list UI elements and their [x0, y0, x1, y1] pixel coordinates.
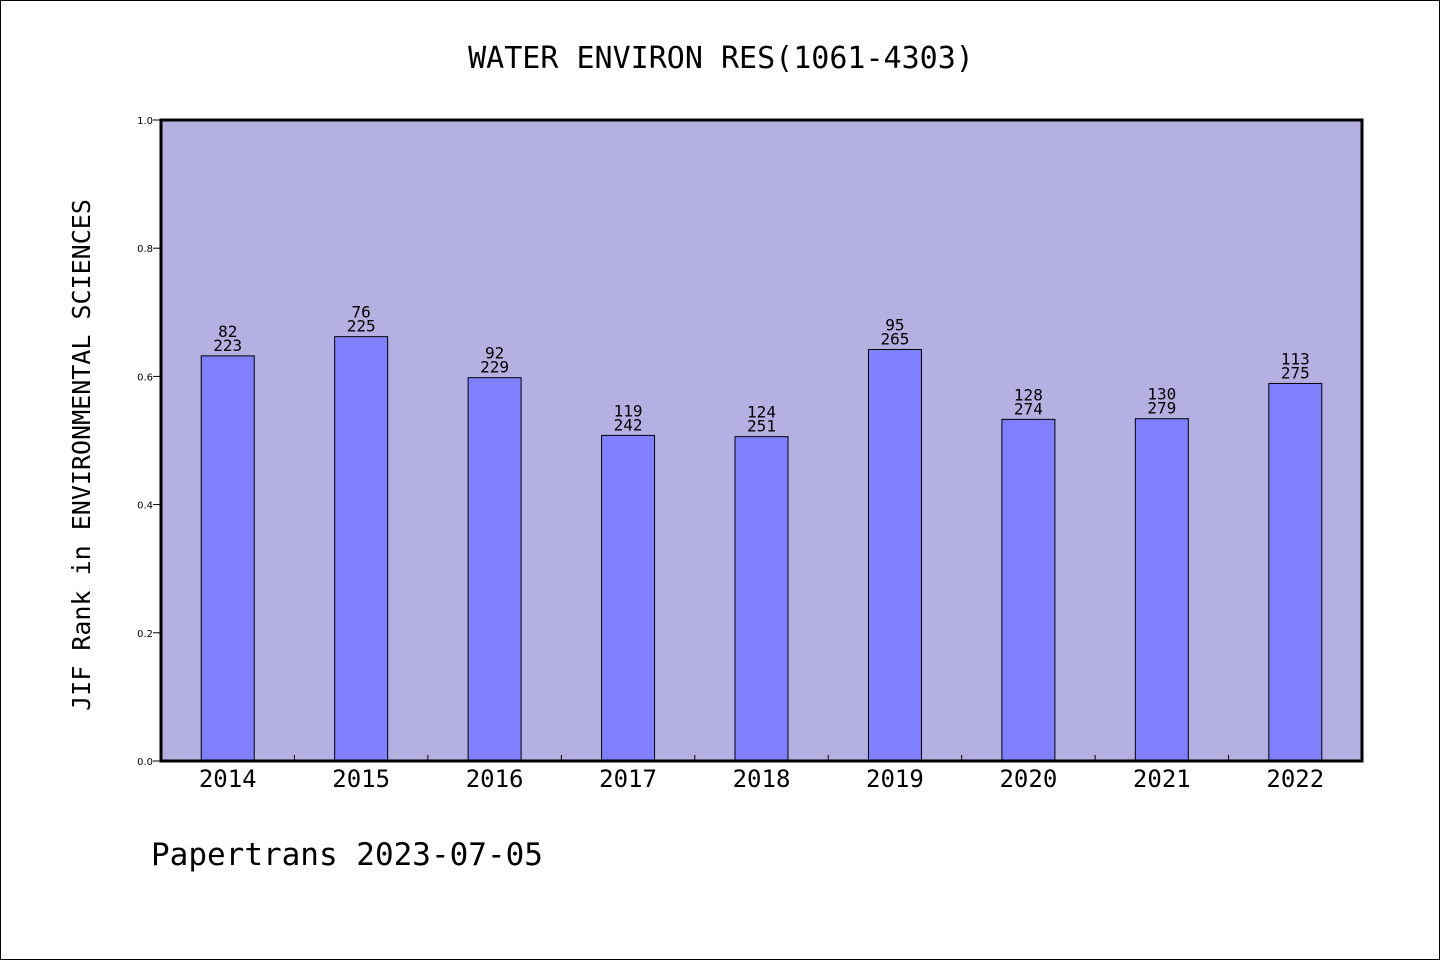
bar-2014: [200, 355, 255, 762]
bar-2022: [1268, 382, 1323, 762]
y-tick-label: 0.2: [137, 629, 153, 640]
x-tick-label: 2014: [199, 765, 257, 793]
y-axis-label: JIF Rank in ENVIRONMENTAL SCIENCES: [67, 199, 96, 711]
bar-rank-label: 124: [747, 403, 776, 422]
bar-total-label: 223: [213, 336, 242, 355]
bar-rank-label: 113: [1281, 349, 1310, 368]
bar-2019: [867, 348, 922, 762]
x-tick-label: 2021: [1133, 765, 1191, 793]
bar-rank-label: 95: [885, 315, 904, 334]
bar-rank-label: 76: [352, 303, 371, 322]
y-axis: 0.0 0.2 0.4 0.6 0.8 1.0: [137, 116, 161, 768]
bar-2020: [1001, 418, 1056, 762]
bar-rank-label: 128: [1014, 385, 1043, 404]
bar-2018: [734, 436, 789, 762]
bars-layer: [200, 336, 1323, 762]
y-tick-label: 0.0: [137, 757, 153, 768]
bar-rank-label: 92: [485, 344, 504, 363]
footer-watermark: Papertrans 2023-07-05: [151, 837, 543, 873]
bar-2017: [601, 434, 656, 762]
x-tick-label: 2016: [466, 765, 524, 793]
bar-rank-label: 82: [218, 322, 237, 341]
x-tick-label: 2017: [599, 765, 657, 793]
x-tick-label: 2020: [999, 765, 1057, 793]
x-tick-label: 2022: [1266, 765, 1324, 793]
bar-total-label: 251: [747, 417, 776, 436]
bar-2021: [1134, 418, 1189, 762]
bar-2016: [467, 377, 522, 762]
bar-total-label: 225: [347, 317, 376, 336]
y-tick-label: 0.4: [137, 501, 153, 512]
bar-total-label: 265: [880, 329, 909, 348]
bar-rank-label: 130: [1147, 385, 1176, 404]
x-tick-label: 2019: [866, 765, 924, 793]
y-tick-label: 0.8: [137, 244, 153, 255]
y-tick-label: 1.0: [137, 116, 153, 127]
bar-total-label: 274: [1014, 399, 1043, 418]
bar-2015: [334, 336, 389, 762]
y-tick-label: 0.6: [137, 372, 153, 383]
bar-total-label: 242: [614, 415, 643, 434]
bar-total-label: 279: [1147, 399, 1176, 418]
x-tick-label: 2015: [332, 765, 390, 793]
chart-title: WATER ENVIRON RES(1061-4303): [468, 41, 974, 76]
x-tick-label: 2018: [733, 765, 791, 793]
x-axis: 2014 2015 2016 2017 2018 2019 2020 2021 2022: [199, 755, 1324, 793]
bar-rank-label: 119: [614, 401, 643, 420]
bar-total-label: 229: [480, 358, 509, 377]
bar-total-label: 275: [1281, 363, 1310, 382]
plot-border: [159, 118, 1364, 763]
